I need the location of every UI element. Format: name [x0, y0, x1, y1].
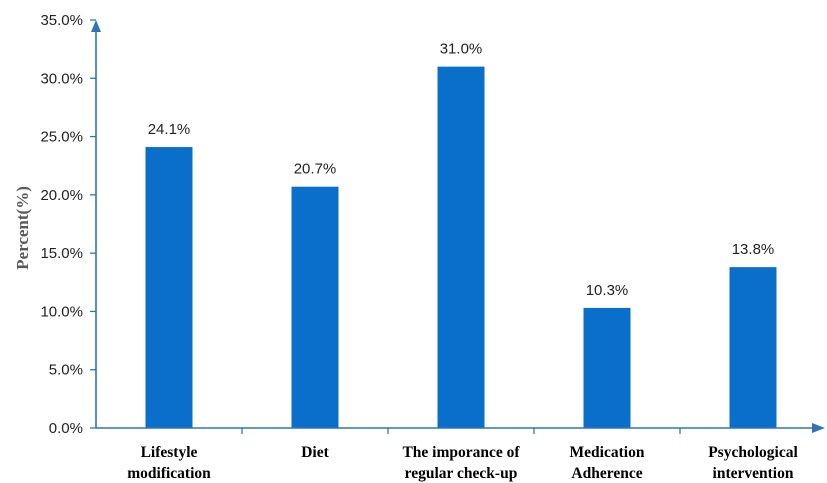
- y-tick-label: 35.0%: [40, 12, 83, 29]
- y-axis-title: Percent(%): [13, 186, 32, 270]
- bar-value-label: 24.1%: [148, 121, 191, 138]
- x-category-label: The imporance of: [402, 444, 520, 461]
- bar: [729, 267, 777, 428]
- x-category-label: modification: [127, 465, 211, 482]
- bar-value-label: 10.3%: [586, 282, 629, 299]
- x-category-label: Diet: [301, 444, 329, 461]
- bar-value-label: 13.8%: [732, 241, 775, 258]
- y-tick-label: 10.0%: [40, 303, 83, 320]
- x-category-label: Psychological: [708, 444, 798, 461]
- x-category-label: Lifestyle: [141, 444, 198, 461]
- y-tick-label: 0.0%: [49, 420, 83, 437]
- bar: [437, 66, 485, 428]
- bar: [145, 147, 193, 428]
- axes: [91, 20, 825, 434]
- y-tick-label: 30.0%: [40, 70, 83, 87]
- x-category-label: Adherence: [571, 465, 642, 482]
- y-tick-label: 5.0%: [49, 362, 83, 379]
- x-axis-labels: Lifestyle modification Diet The imporance o…: [127, 444, 798, 482]
- data-labels: 24.1% 20.7% 31.0% 10.3% 13.8%: [148, 41, 775, 299]
- y-axis-ticks: 0.0% 5.0% 10.0% 15.0% 20.0% 25.0% 30.0% 35.0%: [40, 12, 96, 437]
- x-category-label: Medication: [570, 444, 645, 461]
- y-axis-arrow: [91, 20, 101, 32]
- bar: [291, 186, 339, 428]
- y-tick-label: 20.0%: [40, 187, 83, 204]
- bar-value-label: 31.0%: [440, 41, 483, 58]
- x-category-label: intervention: [713, 465, 794, 482]
- y-tick-label: 15.0%: [40, 245, 83, 262]
- bar-value-label: 20.7%: [294, 161, 337, 178]
- bars: [145, 66, 777, 428]
- x-category-label: regular check-up: [405, 465, 518, 482]
- y-tick-label: 25.0%: [40, 129, 83, 146]
- x-axis-arrow: [812, 423, 825, 433]
- bar: [583, 307, 631, 428]
